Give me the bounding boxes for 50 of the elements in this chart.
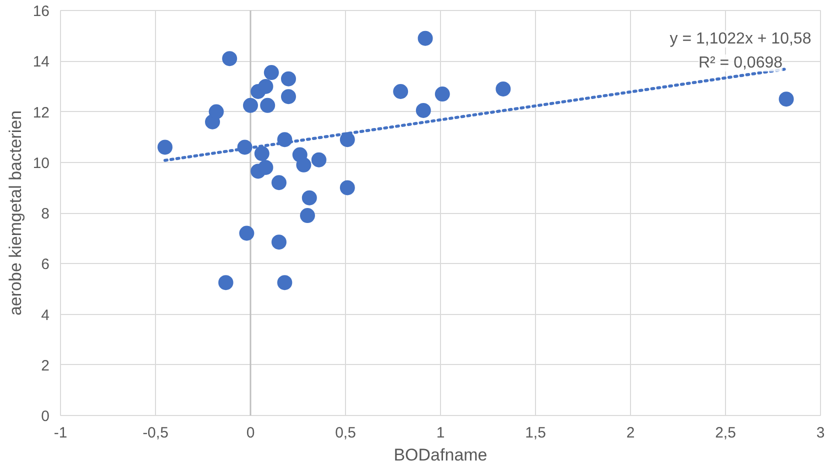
x-tick-label: -1 <box>54 424 68 442</box>
point <box>300 208 315 224</box>
x-tick-label: 3 <box>816 424 825 442</box>
point <box>208 104 224 120</box>
y-tick-label: 2 <box>41 357 50 374</box>
point <box>296 157 312 172</box>
point <box>258 160 274 175</box>
x-tick-label: 1 <box>436 424 445 442</box>
point <box>340 132 355 148</box>
x-tick-label: 2,5 <box>715 424 736 442</box>
point <box>239 226 254 241</box>
point <box>258 78 274 94</box>
annotation: R² = 0,0698 <box>698 54 783 72</box>
point <box>260 98 276 113</box>
point <box>277 275 292 290</box>
y-tick-label: 0 <box>41 408 50 425</box>
x-tick-label: -0,5 <box>142 424 168 442</box>
point <box>254 146 270 161</box>
point <box>264 65 279 80</box>
point <box>243 98 258 113</box>
point <box>496 81 511 96</box>
y-tick-label: 8 <box>41 206 50 222</box>
y-tick-label: 12 <box>32 104 50 122</box>
y-tick-label: 4 <box>41 306 50 324</box>
point <box>778 92 794 107</box>
point <box>340 180 355 196</box>
point <box>281 71 296 86</box>
point <box>218 275 234 290</box>
point <box>418 30 433 46</box>
point <box>302 190 317 206</box>
point <box>393 84 408 99</box>
point <box>281 89 296 104</box>
point <box>222 51 238 66</box>
x-tick-label: 1,5 <box>525 424 546 442</box>
y-tick-label: 6 <box>41 256 50 274</box>
x-axis-title: BODafname <box>394 446 488 464</box>
point <box>158 140 172 155</box>
y-tick-label: 14 <box>32 54 50 71</box>
x-tick-label: 0,5 <box>335 424 356 442</box>
point <box>272 175 286 190</box>
point <box>272 234 286 250</box>
point <box>434 86 450 102</box>
x-tick-label: 2 <box>626 424 635 442</box>
y-axis-title: aerobe kiemgetal bacterien <box>6 110 25 316</box>
y-tick-label: 10 <box>32 154 50 172</box>
point <box>416 103 431 118</box>
annotation: y = 1,1022x + 10,58 <box>670 30 812 48</box>
x-tick-label: 0 <box>246 424 255 442</box>
y-tick-label: 16 <box>32 3 50 20</box>
point <box>311 152 326 168</box>
